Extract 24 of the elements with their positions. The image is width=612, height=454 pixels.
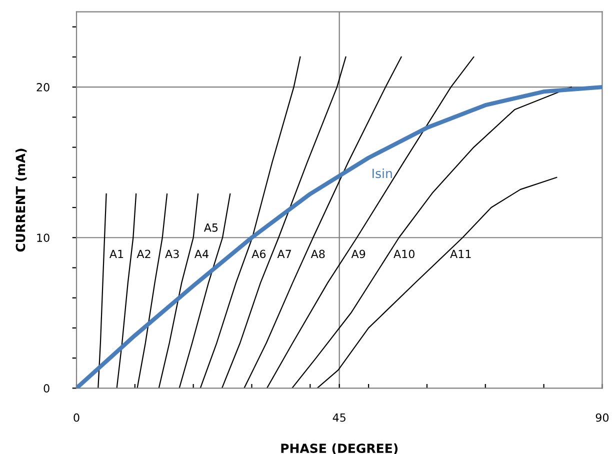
series-label: A5 [204,224,218,232]
series-label: A8 [310,250,325,258]
y-tick-label: 0 [44,384,50,393]
series-label: A1 [110,250,124,258]
y-tick-label: 10 [37,234,50,242]
series-label: Isin [372,168,392,178]
y-axis-title: CURRENT (mA) [16,148,27,252]
x-tick-label: 45 [332,414,346,422]
line-series [291,86,572,388]
series-label: A4 [194,250,208,258]
series-label: A9 [351,250,366,258]
series-label: A7 [277,250,291,258]
y-tick-label: 20 [36,83,50,92]
series-label: A2 [136,250,150,258]
series-label: A10 [394,250,414,258]
line-series [98,193,107,388]
x-tick-label: 90 [596,413,609,422]
line-series [221,56,346,388]
line-series [266,56,474,388]
line-series [178,193,231,388]
series-label: A11 [450,250,471,258]
series-label: A6 [252,250,266,258]
series-label: A3 [165,250,179,258]
x-tick-label: 0 [74,413,80,422]
